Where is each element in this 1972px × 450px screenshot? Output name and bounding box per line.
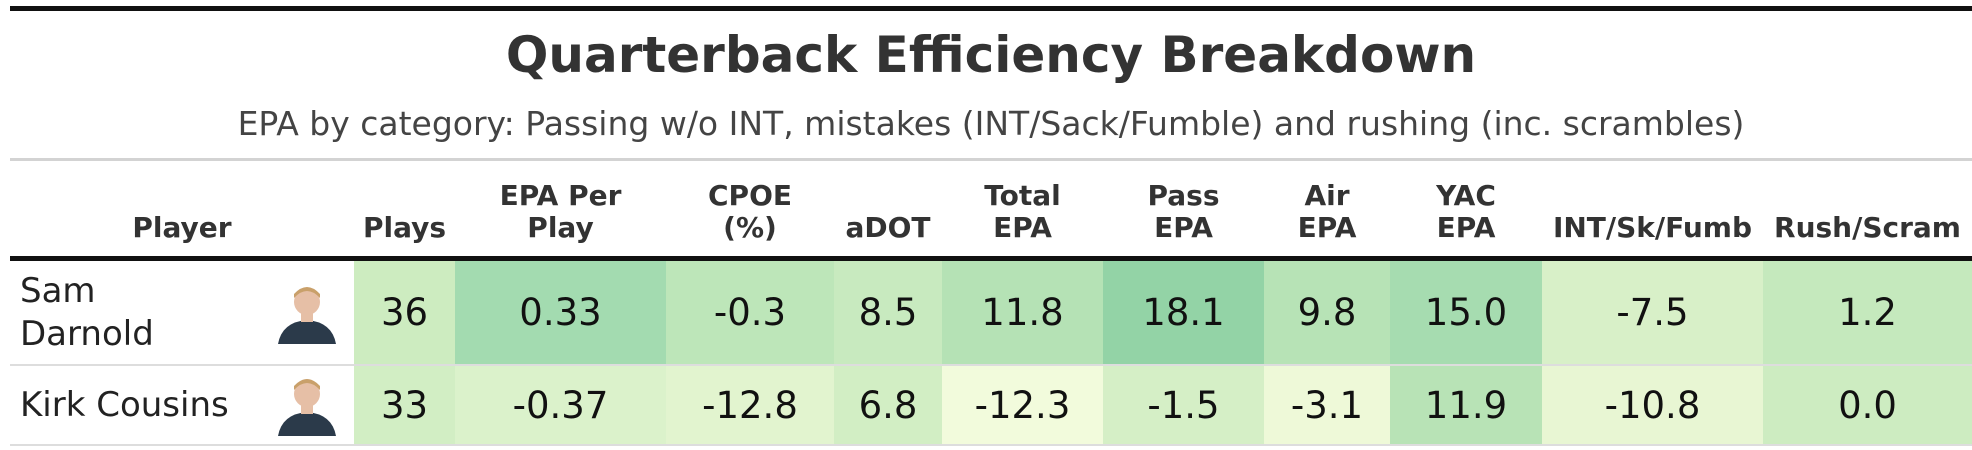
stat-cell: -0.37: [455, 366, 666, 446]
header-line: EPA Per: [499, 178, 622, 212]
stat-cell: 36: [354, 261, 455, 366]
header-line: aDOT: [845, 210, 931, 244]
player-photo: [277, 379, 336, 436]
stat-cell: -7.5: [1542, 261, 1763, 366]
header-line: YAC: [1436, 178, 1496, 212]
stat-cell: -0.3: [666, 261, 834, 366]
column-header: CPOE (%): [666, 161, 834, 261]
stat-cell: -12.3: [942, 366, 1103, 446]
player-name: Sam Darnold: [10, 261, 259, 366]
header-line: Plays: [362, 210, 447, 244]
header-line: EPA: [993, 210, 1052, 244]
table: Player Plays EPA Per Play CPOE (%) aDOT Total EP…: [10, 158, 1972, 446]
column-header: Total EPA: [942, 161, 1103, 261]
column-header: EPA Per Play: [455, 161, 666, 261]
column-header: INT/Sk/Fumb: [1542, 161, 1763, 261]
column-header: Plays: [354, 161, 455, 261]
stat-cell: 0.0: [1763, 366, 1972, 446]
stat-cell: -12.8: [666, 366, 834, 446]
player-name-line: Darnold: [20, 313, 154, 354]
column-header: Rush/Scram: [1763, 161, 1972, 261]
stat-cell: 0.33: [455, 261, 666, 366]
header-line: Air: [1304, 178, 1350, 212]
player-photo-cell: [259, 366, 354, 446]
stat-cell: 11.9: [1390, 366, 1542, 446]
column-header: Pass EPA: [1103, 161, 1264, 261]
stat-cell: 18.1: [1103, 261, 1264, 366]
column-header: aDOT: [834, 161, 942, 261]
stat-cell: 33: [354, 366, 455, 446]
column-header: Air EPA: [1264, 161, 1390, 261]
header-line: EPA: [1436, 210, 1496, 244]
stat-cell: -3.1: [1264, 366, 1390, 446]
title: Quarterback Efficiency Breakdown: [505, 26, 1477, 84]
player-name-line: Kirk Cousins: [20, 384, 229, 425]
header-line: INT/Sk/Fumb: [1552, 210, 1753, 244]
column-header: Player: [10, 161, 354, 261]
header-line: Player: [132, 210, 232, 244]
subtitle: EPA by category: Passing w/o INT, mistak…: [237, 104, 1745, 143]
stat-cell: 9.8: [1264, 261, 1390, 366]
player-name-line: Sam: [20, 271, 96, 311]
player-name: Kirk Cousins: [10, 366, 259, 446]
stat-cell: 6.8: [834, 366, 942, 446]
header-line: EPA: [1297, 210, 1357, 244]
stat-cell: 1.2: [1763, 261, 1972, 366]
header-line: Total: [984, 178, 1061, 212]
stat-cell: 11.8: [942, 261, 1103, 366]
header-line: (%): [723, 210, 777, 244]
header-line: Play: [527, 210, 594, 244]
header-line: Rush/Scram: [1774, 210, 1961, 244]
stat-cell: -10.8: [1542, 366, 1763, 446]
stat-cell: -1.5: [1103, 366, 1264, 446]
stat-cell: 15.0: [1390, 261, 1542, 366]
stat-cell: 8.5: [834, 261, 942, 366]
player-photo-cell: [259, 261, 354, 366]
header-line: Pass: [1147, 178, 1220, 212]
top-rule: [10, 6, 1972, 11]
player-photo: [277, 286, 336, 344]
header-line: EPA: [1154, 210, 1213, 244]
header-line: CPOE: [708, 178, 792, 212]
column-header: YAC EPA: [1390, 161, 1542, 261]
